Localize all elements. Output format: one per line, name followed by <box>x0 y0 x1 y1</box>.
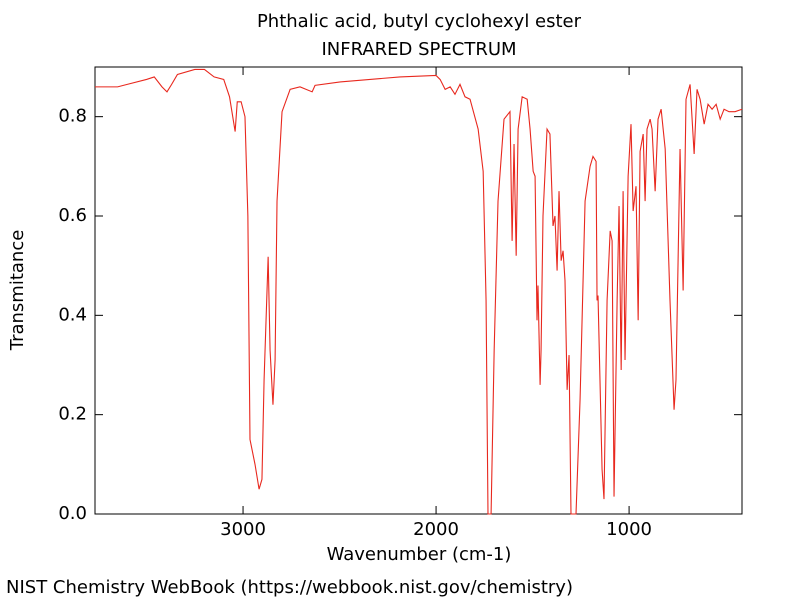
plot-frame <box>94 66 743 515</box>
footer: NIST Chemistry WebBook (https://webbook.… <box>6 577 573 598</box>
chart-title: Phthalic acid, butyl cyclohexyl ester <box>257 11 582 32</box>
y-tick-label: 0.6 <box>58 205 87 226</box>
y-tick-label: 0.2 <box>58 404 87 425</box>
x-tick-label: 1000 <box>606 519 652 540</box>
x-axis-label: Wavenumber (cm-1) <box>327 544 512 565</box>
x-tick-label: 3000 <box>220 519 266 540</box>
y-tick-label: 0.4 <box>58 304 87 325</box>
chart-subtitle: INFRARED SPECTRUM <box>321 39 516 60</box>
y-tick-label: 0.8 <box>58 106 87 127</box>
x-tick-label: 2000 <box>413 519 459 540</box>
y-axis-label: Transmitance <box>7 230 28 352</box>
y-tick-label: 0.0 <box>58 503 87 524</box>
spectrum-line <box>95 68 743 515</box>
